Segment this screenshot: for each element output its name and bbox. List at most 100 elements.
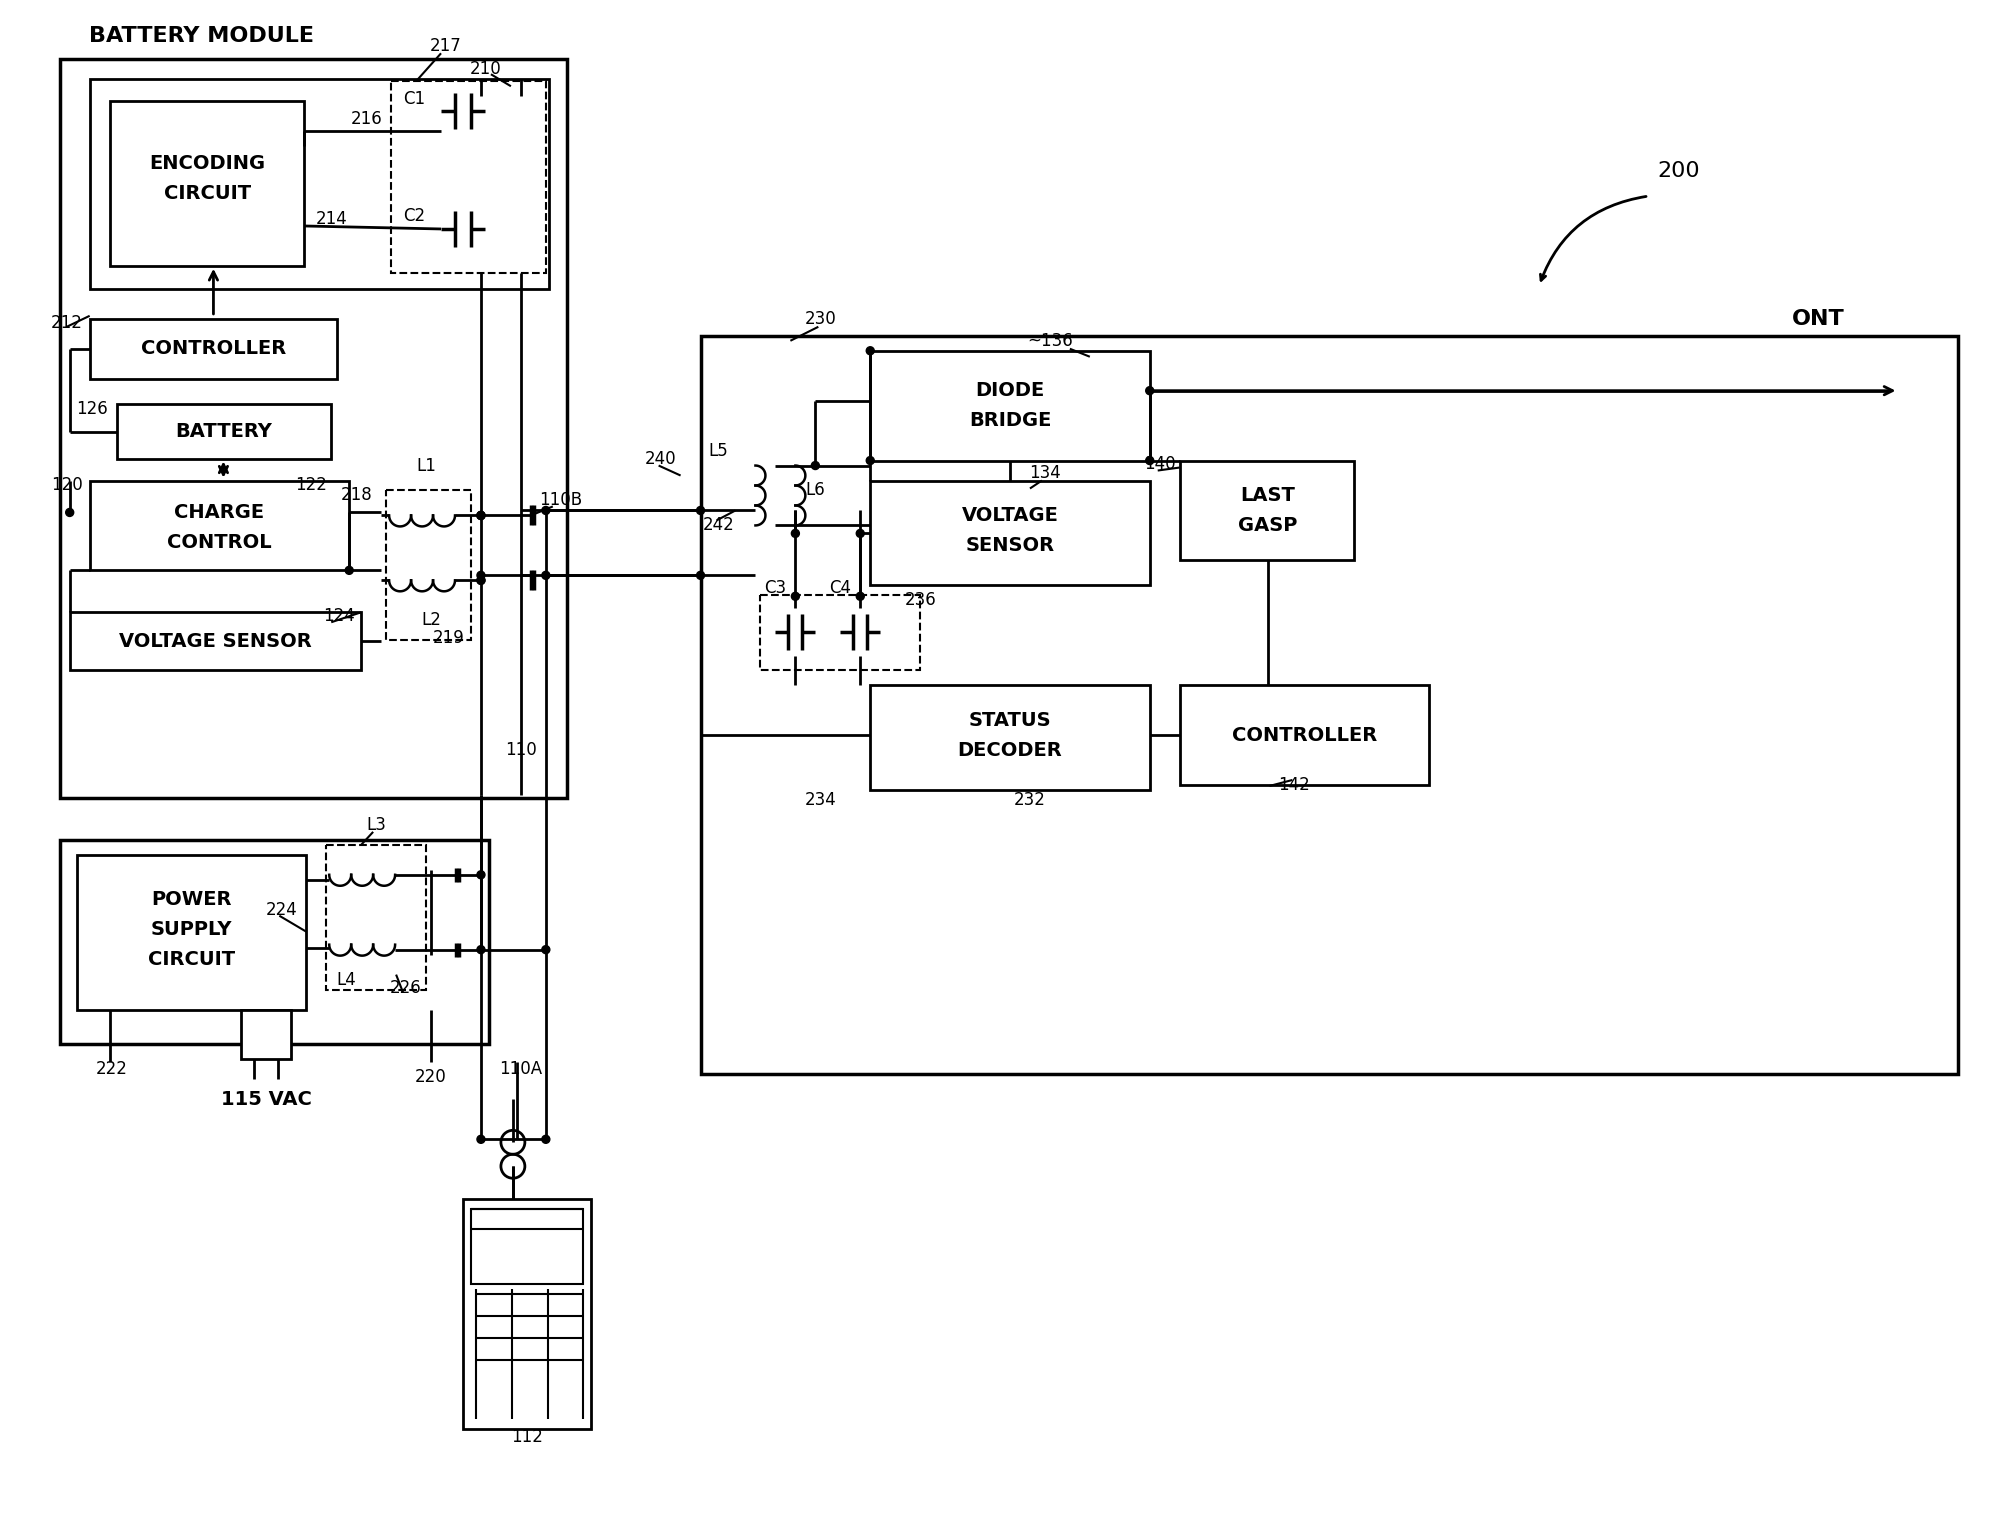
Bar [90,319,337,379]
Text: 222: 222 [96,1060,128,1078]
Bar [471,1209,583,1284]
Bar [701,336,1958,1074]
Bar [90,79,549,289]
Text: 217: 217 [431,38,461,55]
Circle shape [477,946,485,954]
Text: BRIDGE: BRIDGE [968,411,1052,430]
Text: 240: 240 [645,450,677,467]
Circle shape [477,872,485,879]
Text: POWER: POWER [150,890,232,910]
Text: 134: 134 [1028,464,1060,482]
Text: SUPPLY: SUPPLY [150,920,232,938]
Text: L1: L1 [417,456,437,475]
Bar [387,490,471,640]
Text: 122: 122 [295,476,327,493]
Bar [90,481,349,570]
Bar [116,403,331,458]
Text: 219: 219 [433,630,465,648]
Circle shape [345,566,353,575]
Text: CHARGE: CHARGE [174,503,265,522]
Text: C1: C1 [403,90,425,108]
Text: 110: 110 [505,741,537,759]
Text: CIRCUIT: CIRCUIT [148,951,234,969]
Text: 212: 212 [50,313,82,332]
Text: L4: L4 [337,970,357,989]
Circle shape [866,456,874,464]
Text: L6: L6 [806,482,826,499]
Text: C3: C3 [764,580,786,598]
Bar [60,840,489,1045]
Bar [870,481,1150,586]
Circle shape [812,461,820,470]
Text: 214: 214 [315,210,347,228]
Circle shape [541,506,549,514]
Text: 115 VAC: 115 VAC [220,1091,313,1109]
Circle shape [477,1135,485,1144]
Text: 110A: 110A [499,1060,543,1078]
Bar [70,613,361,671]
Circle shape [541,1135,549,1144]
Bar [870,684,1150,789]
Circle shape [866,347,874,354]
Text: L2: L2 [421,611,441,630]
Text: 236: 236 [904,592,936,610]
Text: CONTROL: CONTROL [166,532,273,552]
Text: BATTERY: BATTERY [174,423,273,441]
Text: 126: 126 [76,400,108,418]
Text: CONTROLLER: CONTROLLER [140,339,287,359]
Bar [110,102,305,266]
Text: CIRCUIT: CIRCUIT [164,184,250,202]
Text: C2: C2 [403,207,425,225]
Text: CONTROLLER: CONTROLLER [1232,726,1377,745]
Text: SENSOR: SENSOR [966,535,1054,555]
Text: ~136: ~136 [1026,332,1072,350]
Circle shape [477,511,485,520]
Circle shape [792,592,800,601]
Circle shape [66,508,74,517]
Text: GASP: GASP [1238,516,1297,535]
Text: 120: 120 [50,476,82,493]
Text: 234: 234 [804,791,836,809]
Circle shape [477,511,485,520]
Circle shape [477,576,485,584]
Text: L5: L5 [709,441,727,459]
Text: 232: 232 [1014,791,1046,809]
Text: 112: 112 [511,1428,543,1446]
Text: 110B: 110B [539,491,583,510]
Text: 220: 220 [415,1068,447,1086]
Text: VOLTAGE: VOLTAGE [962,506,1058,525]
Text: 142: 142 [1279,776,1311,794]
Bar [240,1010,291,1060]
Text: ENCODING: ENCODING [150,154,265,172]
Bar [870,351,1150,461]
Circle shape [541,946,549,954]
Text: DECODER: DECODER [958,741,1062,759]
Text: 242: 242 [703,517,733,534]
Circle shape [792,529,800,537]
Circle shape [477,572,485,580]
Circle shape [1146,456,1154,464]
Text: 124: 124 [323,607,355,625]
Text: 210: 210 [471,61,501,78]
Circle shape [477,576,485,584]
Text: C4: C4 [830,580,852,598]
Bar [760,595,920,671]
Text: DIODE: DIODE [976,382,1044,400]
Text: 200: 200 [1657,161,1699,181]
Text: 218: 218 [341,487,373,505]
Circle shape [541,572,549,580]
Circle shape [697,506,705,514]
Text: 224: 224 [265,900,297,919]
Text: 216: 216 [351,110,383,128]
Bar [76,855,307,1010]
Text: 230: 230 [804,310,836,329]
Bar [391,81,545,272]
Bar [1180,461,1355,560]
Text: 140: 140 [1144,455,1176,473]
Text: ONT: ONT [1792,309,1846,329]
Circle shape [477,511,485,520]
Circle shape [1146,386,1154,394]
Text: 226: 226 [391,978,423,996]
Text: L3: L3 [367,815,387,834]
Bar [1180,684,1429,785]
